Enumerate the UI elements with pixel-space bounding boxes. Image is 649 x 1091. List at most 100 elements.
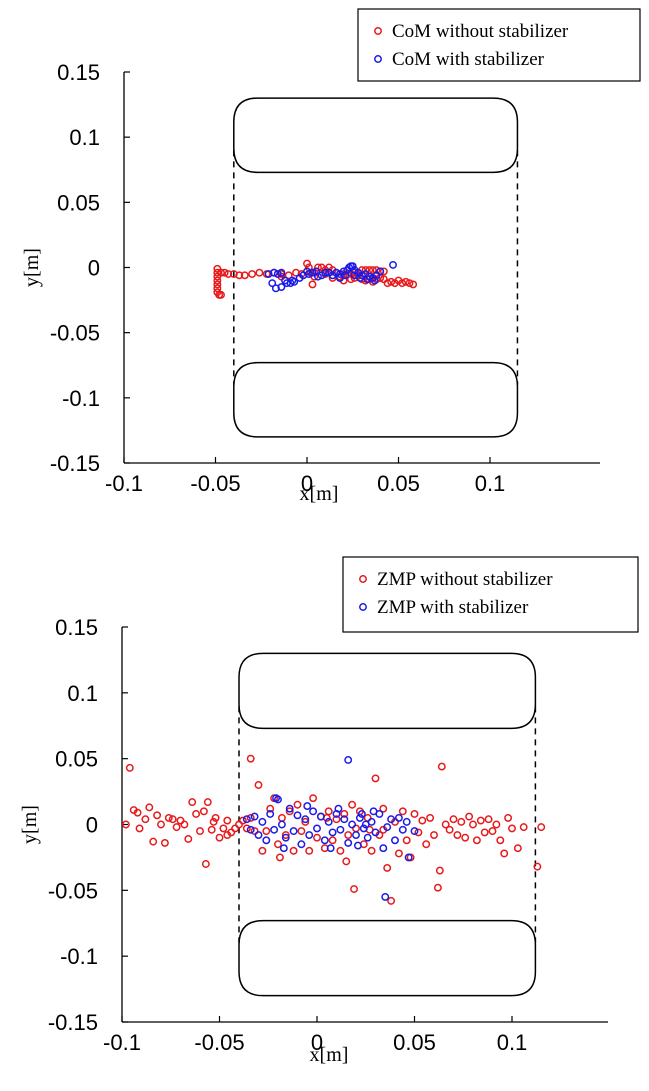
- data-point: [277, 820, 286, 829]
- data-point: [340, 810, 349, 818]
- data-point: [465, 812, 474, 821]
- legend-box: [342, 556, 639, 633]
- data-point: [476, 816, 485, 825]
- data-point: [324, 807, 333, 816]
- data-point: [357, 810, 366, 818]
- data-point: [389, 260, 397, 269]
- data-point: [250, 812, 259, 821]
- x-tick-label: -0.05: [194, 1030, 244, 1055]
- data-point: [402, 836, 411, 845]
- data-point: [367, 846, 376, 855]
- data-point: [383, 864, 392, 872]
- data-point: [379, 267, 388, 276]
- data-point: [303, 259, 311, 268]
- data-point: [242, 824, 251, 833]
- data-point: [141, 815, 150, 824]
- y-tick-label: 0: [86, 813, 98, 838]
- data-point: [437, 762, 446, 771]
- legend-label: ZMP with stabilizer: [377, 597, 529, 618]
- data-point: [370, 276, 379, 285]
- data-point: [339, 267, 348, 276]
- data-point: [328, 836, 337, 845]
- data-point: [426, 813, 435, 822]
- data-point: [277, 268, 286, 277]
- foot-outline-bottom: [233, 361, 519, 438]
- data-point: [276, 853, 284, 862]
- y-tick-label: -0.05: [48, 878, 98, 903]
- data-point: [324, 817, 333, 826]
- series-0: [121, 754, 546, 905]
- data-point: [164, 813, 173, 822]
- data-point: [213, 276, 222, 285]
- data-point: [457, 817, 466, 826]
- data-point: [231, 824, 240, 833]
- data-point: [121, 820, 130, 829]
- data-point: [414, 828, 423, 837]
- data-point: [201, 860, 210, 868]
- data-point: [363, 833, 372, 842]
- legend-marker: [374, 55, 382, 63]
- x-tick-label: 0.05: [377, 471, 420, 496]
- y-tick-label: -0.15: [48, 1010, 98, 1035]
- data-point: [288, 276, 297, 285]
- y-tick-label: 0.15: [57, 60, 100, 85]
- data-point: [262, 836, 271, 845]
- data-point: [449, 815, 458, 824]
- data-point: [289, 846, 298, 855]
- data-point: [348, 262, 357, 271]
- y-tick-label: -0.1: [60, 944, 98, 969]
- data-point: [368, 266, 377, 275]
- x-tick-label: 0: [301, 471, 313, 496]
- data-point: [215, 833, 224, 842]
- legend-label: CoM with stabilizer: [392, 49, 545, 70]
- data-point: [313, 833, 321, 842]
- data-point: [301, 815, 310, 824]
- data-point: [492, 820, 501, 829]
- data-point: [220, 268, 229, 277]
- data-point: [125, 763, 134, 772]
- y-tick-label: 0.1: [69, 125, 100, 150]
- data-point: [320, 836, 329, 845]
- data-point: [309, 807, 318, 816]
- data-point: [266, 810, 275, 818]
- data-point: [279, 844, 288, 853]
- data-point: [367, 817, 376, 826]
- data-point: [277, 813, 286, 822]
- data-point: [238, 816, 247, 825]
- data-point: [336, 825, 345, 834]
- data-point: [418, 816, 427, 825]
- data-point: [410, 810, 419, 818]
- data-point: [394, 849, 403, 858]
- data-point: [285, 807, 294, 816]
- x-tick-label: 0.1: [475, 471, 506, 496]
- data-point: [371, 828, 380, 837]
- data-point: [213, 280, 222, 289]
- data-point: [309, 794, 318, 803]
- data-point: [387, 815, 396, 824]
- data-point: [328, 273, 337, 282]
- data-point: [394, 813, 403, 822]
- x-tick-label: 0: [311, 1030, 323, 1055]
- x-tick-label: -0.05: [190, 471, 240, 496]
- legend-box: [357, 8, 641, 82]
- data-point: [176, 816, 185, 825]
- data-point: [297, 827, 306, 836]
- data-point: [379, 844, 388, 853]
- data-point: [342, 857, 351, 866]
- data-point: [404, 853, 413, 862]
- data-point: [513, 844, 522, 853]
- zmp-chart: -0.1 -0.05 0 0.05 0.10.150.10.050-0.05-0.1-0…: [19, 556, 639, 1066]
- data-point: [305, 846, 314, 855]
- data-point: [149, 837, 158, 846]
- y-tick-label: 0.15: [55, 615, 98, 640]
- data-point: [381, 892, 390, 901]
- data-point: [246, 825, 255, 834]
- data-point: [402, 817, 411, 826]
- data-point: [480, 828, 489, 837]
- data-point: [469, 820, 477, 829]
- data-point: [277, 283, 286, 291]
- data-point: [533, 862, 542, 871]
- data-point: [348, 820, 357, 829]
- data-point: [145, 803, 154, 812]
- data-point: [332, 815, 341, 824]
